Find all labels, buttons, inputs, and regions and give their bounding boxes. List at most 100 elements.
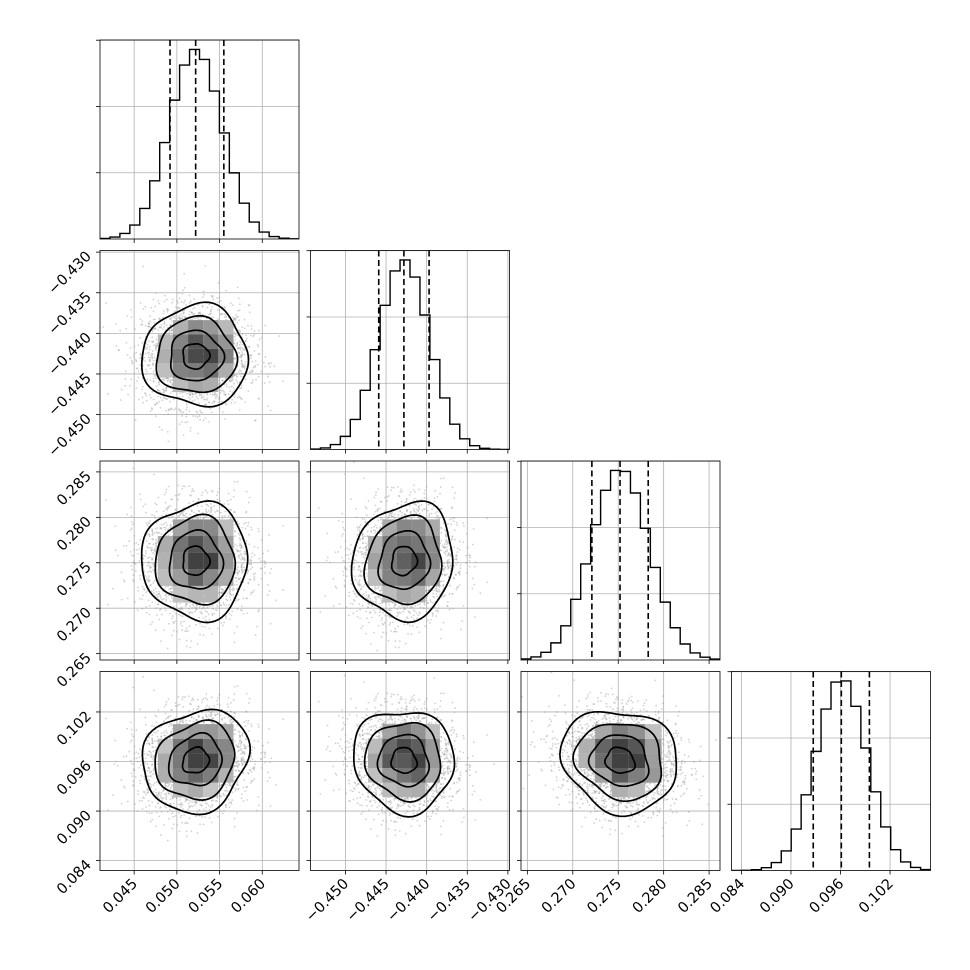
- sample-point: [237, 351, 240, 354]
- sample-point: [204, 508, 207, 511]
- sample-point: [171, 298, 174, 301]
- sample-point: [163, 397, 166, 400]
- sample-point: [253, 350, 256, 352]
- sample-point: [141, 385, 144, 388]
- sample-point: [152, 563, 155, 566]
- sample-point: [184, 630, 187, 633]
- sample-point: [254, 365, 256, 368]
- sample-point: [217, 281, 220, 284]
- sample-point: [248, 304, 251, 306]
- sample-point: [152, 318, 155, 321]
- sample-point: [200, 505, 203, 508]
- sample-point: [169, 323, 172, 326]
- sample-point: [181, 411, 183, 414]
- sample-point: [227, 515, 230, 517]
- sample-point: [282, 589, 285, 591]
- sample-point: [149, 356, 152, 359]
- sample-point: [155, 548, 158, 550]
- sample-point: [170, 331, 173, 334]
- sample-point: [197, 516, 200, 519]
- sample-point: [166, 308, 168, 310]
- sample-point: [172, 621, 174, 623]
- sample-point: [191, 311, 194, 314]
- sample-point: [125, 327, 128, 330]
- sample-point: [227, 393, 230, 396]
- sample-point: [223, 391, 226, 393]
- sample-point: [126, 597, 129, 600]
- sample-point: [250, 556, 253, 558]
- sample-point: [145, 399, 148, 402]
- sample-point: [150, 407, 153, 410]
- sample-point: [238, 395, 241, 398]
- sample-point: [174, 315, 177, 317]
- sample-point: [240, 354, 243, 357]
- sample-point: [206, 392, 208, 395]
- sample-point: [151, 533, 154, 536]
- sample-point: [183, 514, 186, 517]
- sample-point: [180, 317, 183, 320]
- sample-point: [209, 408, 212, 410]
- sample-point: [239, 356, 242, 359]
- sample-point: [197, 498, 200, 500]
- sample-point: [154, 305, 157, 308]
- sample-point: [263, 566, 266, 568]
- sample-point: [138, 548, 141, 550]
- sample-point: [136, 367, 139, 370]
- sample-point: [171, 597, 174, 600]
- sample-point: [151, 349, 154, 352]
- sample-point: [237, 347, 239, 349]
- contour-level-1: [169, 329, 226, 382]
- sample-point: [257, 352, 260, 355]
- sample-point: [240, 384, 243, 387]
- sample-point: [155, 544, 158, 547]
- sample-point: [240, 563, 243, 566]
- sample-point: [237, 550, 239, 553]
- sample-point: [147, 579, 150, 581]
- sample-point: [169, 380, 172, 383]
- sample-point: [144, 305, 147, 308]
- sample-point: [248, 496, 251, 499]
- sample-point: [150, 584, 152, 586]
- sample-point: [236, 480, 239, 483]
- sample-point: [187, 607, 190, 610]
- sample-point: [133, 548, 136, 551]
- sample-point: [249, 560, 252, 562]
- sample-point: [224, 617, 227, 620]
- sample-point: [204, 489, 207, 492]
- sample-point: [250, 354, 253, 357]
- sample-point: [150, 549, 153, 552]
- sample-point: [230, 377, 233, 380]
- sample-point: [229, 517, 232, 520]
- sample-point: [242, 597, 245, 600]
- sample-point: [211, 402, 214, 405]
- sample-point: [118, 349, 120, 351]
- sample-point: [227, 503, 230, 506]
- sample-point: [158, 592, 160, 595]
- sample-point: [129, 347, 132, 350]
- sample-point: [209, 393, 212, 396]
- sample-point: [161, 328, 164, 330]
- sample-point: [188, 502, 191, 504]
- sample-point: [163, 523, 166, 525]
- sample-point: [177, 301, 179, 304]
- sample-point: [167, 507, 169, 510]
- sample-point: [222, 389, 225, 392]
- sample-point: [157, 388, 159, 391]
- sample-point: [144, 591, 147, 594]
- sample-point: [166, 310, 169, 313]
- sample-point: [220, 621, 223, 624]
- sample-point: [185, 603, 188, 605]
- sample-point: [154, 327, 156, 330]
- sample-point: [150, 590, 153, 593]
- sample-point: [257, 397, 260, 400]
- sample-point: [233, 393, 236, 396]
- density-cell: [203, 377, 219, 393]
- sample-point: [130, 316, 133, 319]
- sample-point: [137, 586, 139, 589]
- sample-point: [247, 582, 250, 585]
- sample-point: [161, 429, 163, 431]
- sample-point: [154, 327, 157, 330]
- sample-point: [190, 490, 193, 493]
- sample-point: [218, 601, 221, 604]
- sample-point: [152, 549, 155, 551]
